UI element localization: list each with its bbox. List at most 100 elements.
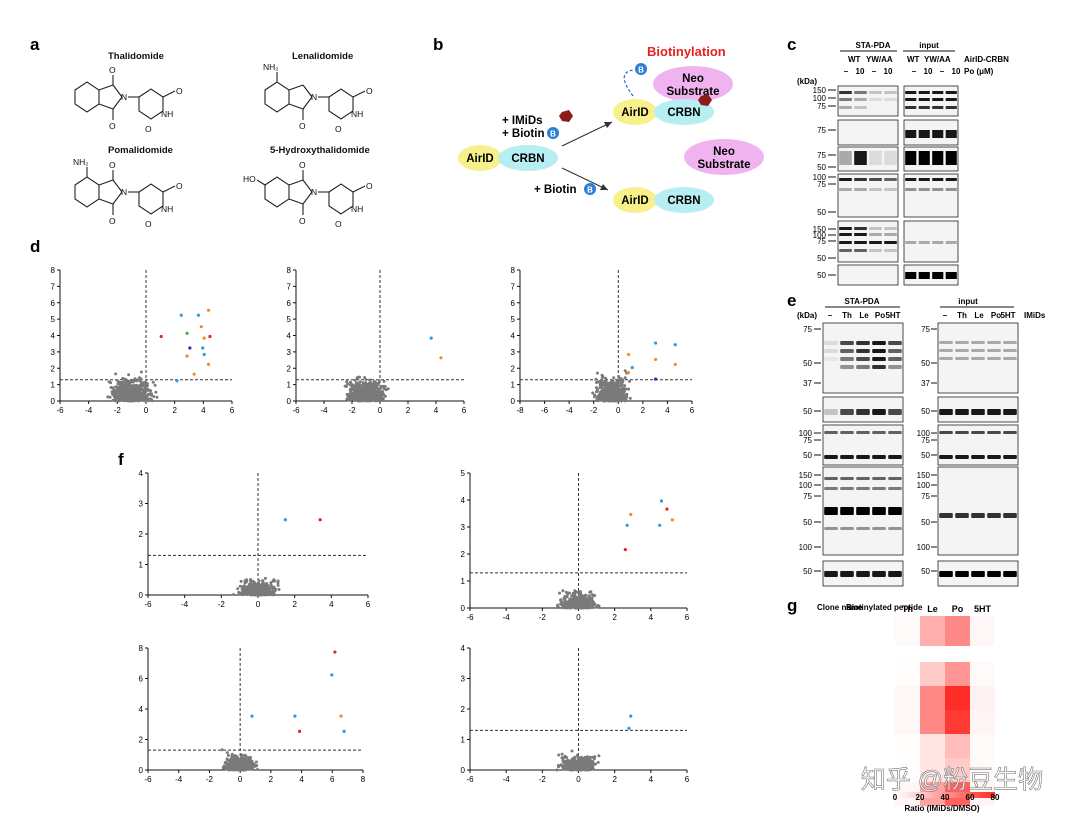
x-tick-label: 2 bbox=[292, 600, 297, 609]
band bbox=[939, 349, 953, 352]
colorbar-step bbox=[907, 792, 911, 798]
band bbox=[918, 151, 930, 165]
band bbox=[839, 233, 852, 236]
f0-volcano: -6 -4 -2 0 2 4 6 0 1 2 3 4 bbox=[139, 469, 371, 609]
y-tick-label: 2 bbox=[511, 364, 516, 373]
colorbar-step bbox=[915, 792, 918, 798]
band bbox=[824, 357, 838, 361]
data-point bbox=[587, 756, 590, 760]
panel-b-schematic: Biotinylation Neo Substrate B AirID CRBN… bbox=[458, 44, 764, 213]
watermark-text: 知乎 @粉豆生物 bbox=[861, 766, 1043, 794]
data-point bbox=[127, 394, 131, 398]
band bbox=[987, 357, 1001, 360]
band bbox=[872, 507, 886, 515]
blot-frame bbox=[837, 119, 899, 146]
c-kda-tick: 50 bbox=[817, 208, 826, 217]
data-point bbox=[621, 398, 625, 402]
x-tick-label: -4 bbox=[503, 775, 511, 784]
highlight-point bbox=[201, 346, 205, 350]
data-point bbox=[573, 606, 577, 610]
heatmap-cell bbox=[970, 662, 995, 686]
g-header-peptide: Biotinylated peptide bbox=[846, 603, 923, 612]
biotin-b-glyph: B bbox=[587, 186, 593, 195]
data-point bbox=[590, 593, 594, 597]
data-point bbox=[587, 600, 591, 604]
band bbox=[939, 571, 953, 577]
e-kda-tick: 50 bbox=[803, 407, 812, 416]
x-tick-label: 4 bbox=[649, 613, 654, 622]
data-point bbox=[140, 396, 144, 400]
d0-volcano: -6 -4 -2 0 2 4 6 0 1 2 3 4 5 6 7 8 bbox=[51, 266, 235, 415]
band bbox=[824, 477, 838, 480]
data-point bbox=[236, 761, 239, 765]
band bbox=[856, 527, 870, 530]
data-point bbox=[249, 756, 252, 759]
band bbox=[1003, 357, 1017, 360]
data-point bbox=[155, 395, 159, 399]
band bbox=[884, 249, 897, 252]
e-group-input: input bbox=[958, 297, 978, 306]
band bbox=[872, 409, 886, 415]
y-tick-label: 0 bbox=[139, 766, 144, 775]
colorbar-step bbox=[967, 792, 971, 798]
band bbox=[932, 188, 944, 191]
band bbox=[884, 188, 897, 191]
y-tick-label: 1 bbox=[287, 381, 292, 390]
data-point bbox=[377, 379, 381, 383]
highlight-point bbox=[626, 370, 631, 375]
highlight-point bbox=[333, 650, 337, 654]
x-tick-label: -4 bbox=[175, 775, 183, 784]
band bbox=[840, 455, 854, 459]
band bbox=[905, 98, 917, 101]
arrow-up bbox=[561, 121, 613, 147]
data-point bbox=[569, 599, 572, 603]
data-point bbox=[617, 375, 621, 378]
data-point bbox=[276, 583, 280, 587]
compound-name-lenalidomide: Lenalidomide bbox=[292, 51, 353, 62]
band bbox=[971, 513, 985, 518]
data-point bbox=[260, 593, 264, 597]
data-point bbox=[355, 385, 359, 389]
colorbar-step bbox=[910, 792, 913, 798]
data-point bbox=[613, 387, 616, 391]
band bbox=[884, 91, 897, 94]
colorbar-step bbox=[947, 792, 951, 798]
data-point bbox=[345, 380, 349, 384]
heatmap-cell bbox=[970, 686, 995, 710]
y-tick-label: 7 bbox=[511, 282, 516, 291]
compound-name-thalidomide: Thalidomide bbox=[108, 51, 164, 62]
data-point bbox=[379, 386, 383, 390]
data-point bbox=[108, 395, 112, 399]
x-tick-label: 6 bbox=[366, 600, 371, 609]
band bbox=[918, 98, 930, 101]
f2-volcano: -6 -4 -2 0 2 4 6 8 0 2 4 6 8 bbox=[139, 644, 366, 784]
crbn-label-top: CRBN bbox=[667, 107, 700, 119]
band bbox=[888, 487, 902, 490]
panel-c-western-blots: STA-PDA input WT YW/AA WT YW/AA AirID-CR… bbox=[797, 41, 1009, 286]
highlight-point bbox=[630, 366, 634, 370]
data-point bbox=[141, 393, 145, 397]
highlight-point bbox=[627, 726, 631, 730]
data-point bbox=[589, 605, 593, 609]
x-tick-label: 0 bbox=[256, 600, 261, 609]
e-group-sta-pda: STA-PDA bbox=[845, 297, 880, 306]
band bbox=[905, 272, 917, 279]
data-point bbox=[599, 381, 603, 385]
data-point bbox=[560, 752, 564, 756]
atom-n: N bbox=[121, 92, 127, 102]
data-point bbox=[142, 399, 145, 402]
c-blot-right bbox=[903, 85, 959, 117]
data-point bbox=[116, 379, 119, 383]
arrowhead-down bbox=[600, 184, 608, 190]
data-point bbox=[555, 768, 559, 772]
c-conc-row: –10–10–10–10 bbox=[844, 67, 961, 76]
colorbar-step bbox=[922, 792, 926, 798]
e-lane-label: 5HT bbox=[1000, 311, 1015, 320]
data-point bbox=[614, 399, 618, 403]
c-conc-value: 10 bbox=[884, 67, 893, 76]
data-point bbox=[567, 767, 571, 771]
data-point bbox=[607, 398, 611, 402]
data-point bbox=[598, 386, 602, 390]
panel-letter-f: f bbox=[118, 450, 124, 469]
